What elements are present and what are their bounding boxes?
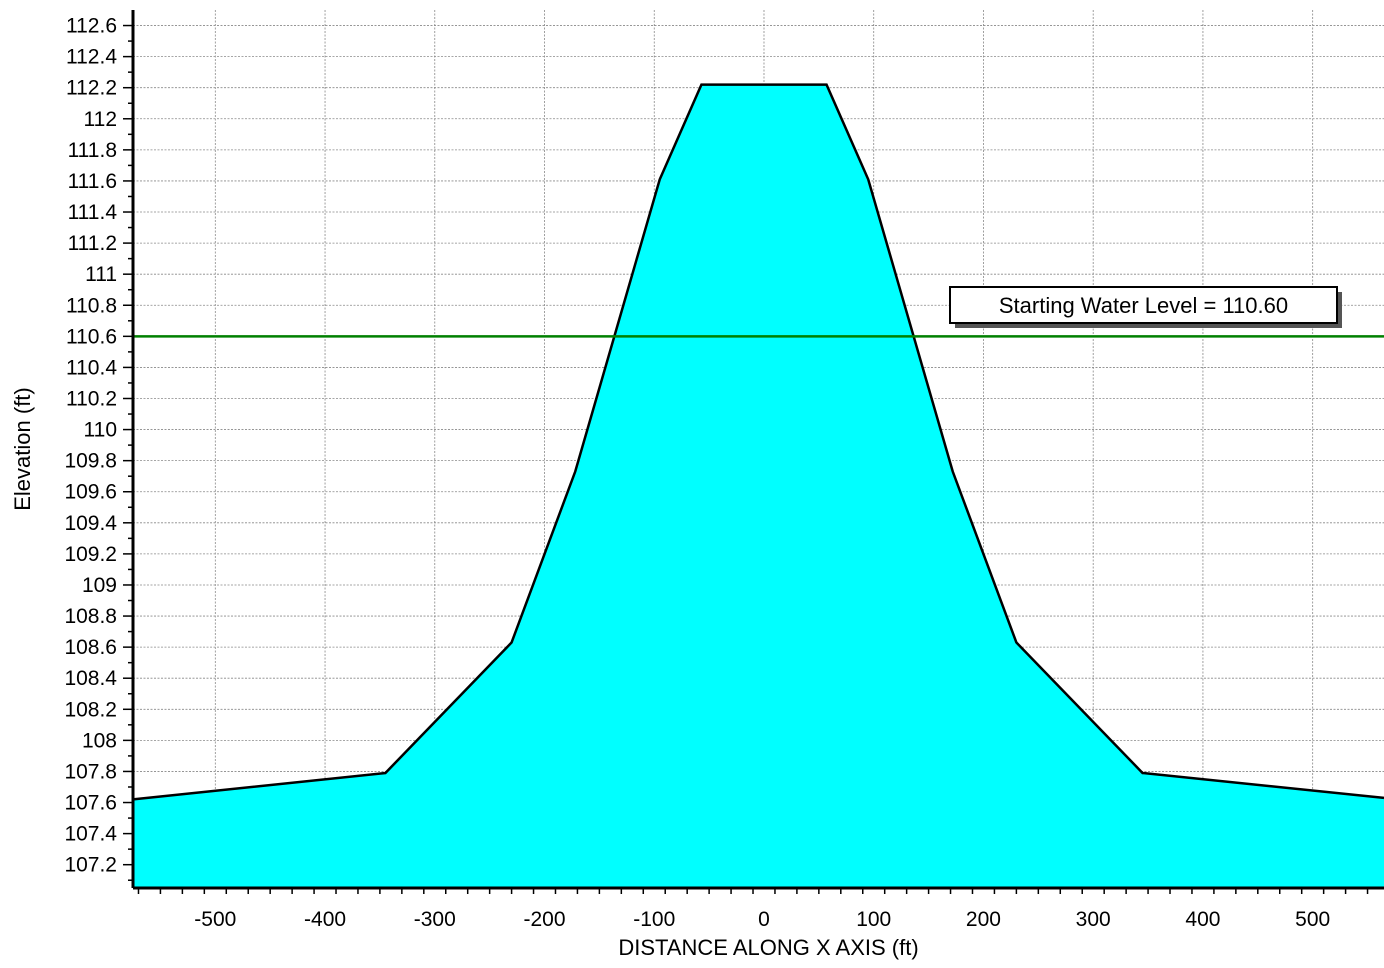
y-tick-label: 109	[82, 574, 117, 597]
y-axis-title: Elevation (ft)	[10, 387, 35, 511]
y-tick-label: 111.4	[68, 201, 118, 224]
y-tick-label: 108.4	[64, 667, 117, 690]
x-axis-ticks: -500 -400 -300 -200 -100 0 100 200 300 400 500	[137, 888, 1369, 931]
y-tick-label: 109.8	[64, 450, 117, 473]
x-tick-label: -500	[194, 908, 236, 931]
axes	[131, 10, 1384, 890]
y-tick-label: 107.6	[64, 792, 117, 815]
y-tick-label: 112.4	[66, 46, 117, 69]
y-tick-label: 107.4	[64, 823, 117, 846]
x-tick-label: 500	[1295, 908, 1330, 931]
x-tick-label: 100	[856, 908, 891, 931]
x-tick-label: 400	[1185, 908, 1220, 931]
x-axis-title: DISTANCE ALONG X AXIS (ft)	[618, 935, 918, 960]
water-level-label-box	[949, 286, 1338, 324]
y-tick-label: 110.4	[66, 356, 117, 379]
y-tick-label: 110.6	[66, 325, 117, 348]
y-tick-label: 109.2	[64, 543, 117, 566]
y-tick-label: 108.8	[64, 605, 117, 628]
y-tick-label: 111.8	[68, 139, 117, 162]
water-level-label: Starting Water Level = 110.60	[999, 293, 1288, 318]
y-tick-label: 112.2	[66, 77, 117, 100]
x-tick-label: 300	[1076, 908, 1111, 931]
y-tick-label: 110.2	[66, 387, 117, 410]
y-tick-label: 110.8	[66, 294, 117, 317]
y-tick-label: 110	[84, 419, 117, 442]
y-tick-label: 107.2	[64, 854, 117, 877]
water-level: Starting Water Level = 110.60	[133, 286, 1384, 338]
y-tick-label: 111.6	[68, 170, 117, 193]
y-tick-label: 112.6	[66, 15, 117, 38]
x-tick-label: -400	[304, 908, 346, 931]
x-tick-label: 200	[966, 908, 1001, 931]
y-tick-label: 107.8	[64, 760, 117, 783]
y-tick-label: 108.6	[64, 636, 117, 659]
y-tick-label: 109.4	[64, 512, 117, 535]
x-tick-label: 0	[758, 908, 770, 931]
y-tick-label: 108.2	[64, 698, 117, 721]
y-axis-ticks: 107.2 107.4 107.6 107.8 108 108.2 108.4 108.6 10…	[64, 15, 133, 881]
terrain-area	[133, 84, 1384, 889]
y-tick-label: 111	[85, 263, 117, 286]
x-tick-label: -200	[523, 908, 565, 931]
x-tick-label: -300	[414, 908, 456, 931]
y-tick-label: 112	[84, 108, 117, 131]
terrain-outline	[132, 83, 1384, 801]
y-tick-label: 109.6	[64, 481, 117, 504]
y-tick-label: 111.2	[68, 232, 117, 255]
y-tick-label: 108	[82, 729, 117, 752]
x-tick-label: -100	[633, 908, 675, 931]
